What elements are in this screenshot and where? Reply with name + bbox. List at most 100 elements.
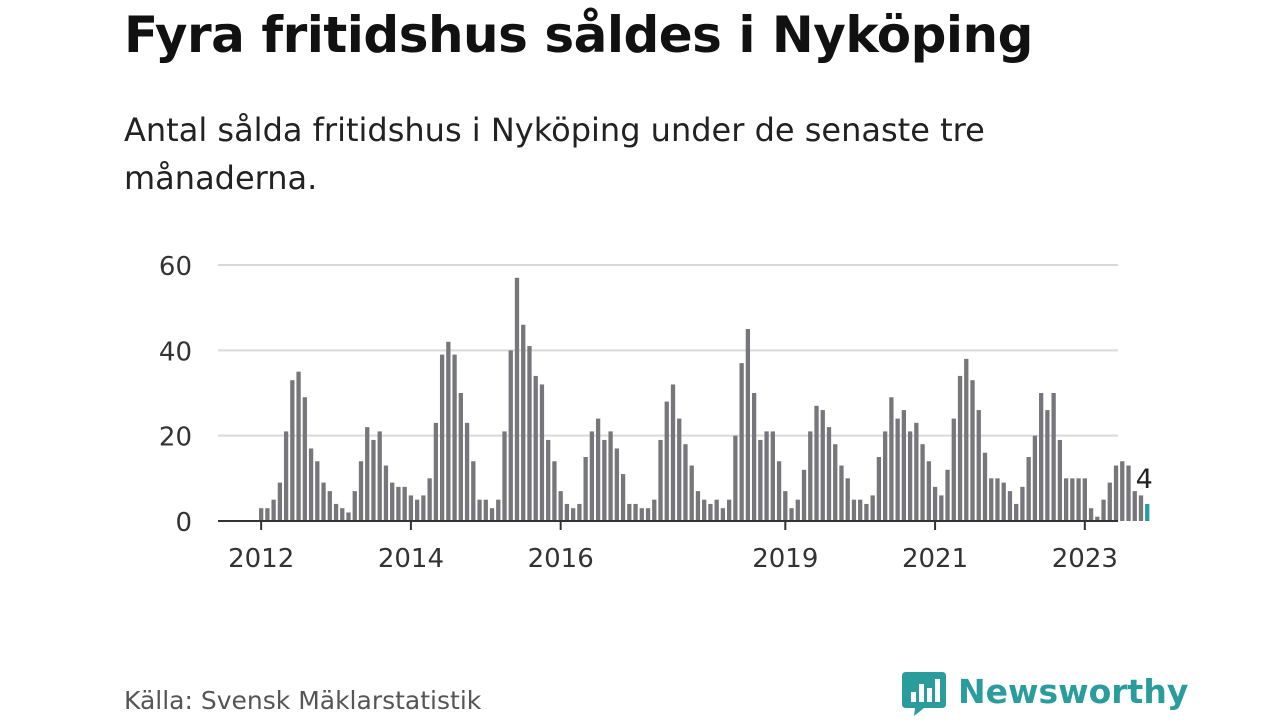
bar bbox=[521, 324, 526, 521]
x-tick-label: 2014 bbox=[378, 544, 444, 574]
bar bbox=[277, 482, 283, 521]
bar bbox=[290, 380, 295, 521]
bar bbox=[1051, 393, 1056, 521]
bar bbox=[620, 474, 626, 521]
bar bbox=[396, 486, 401, 521]
newsworthy-logo-text: Newsworthy bbox=[958, 672, 1189, 711]
bar bbox=[464, 422, 470, 521]
bar bbox=[452, 354, 457, 521]
bar bbox=[770, 431, 775, 521]
x-tick-label: 2012 bbox=[228, 544, 294, 574]
bar bbox=[926, 461, 931, 521]
bar bbox=[826, 427, 832, 521]
bar bbox=[552, 461, 557, 521]
bar bbox=[1076, 478, 1081, 521]
bar bbox=[602, 439, 607, 521]
bar bbox=[1095, 516, 1100, 521]
bar bbox=[1132, 491, 1137, 521]
bar bbox=[989, 478, 994, 521]
y-tick-label: 20 bbox=[159, 423, 192, 453]
bar bbox=[708, 503, 713, 521]
bar bbox=[302, 397, 307, 521]
bar bbox=[776, 461, 782, 521]
x-tick-label: 2023 bbox=[1052, 544, 1118, 574]
bar bbox=[733, 435, 738, 521]
newsworthy-logo[interactable]: Newsworthy bbox=[902, 670, 1188, 718]
bar bbox=[1026, 457, 1031, 521]
bar bbox=[727, 499, 732, 521]
bar bbox=[739, 363, 744, 521]
x-tick-label: 2021 bbox=[902, 544, 968, 574]
bar bbox=[1045, 410, 1050, 521]
bar bbox=[433, 422, 439, 521]
x-tick-label: 2016 bbox=[528, 544, 594, 574]
bar bbox=[1082, 478, 1087, 521]
bar bbox=[789, 508, 794, 521]
bar bbox=[714, 499, 719, 521]
bar bbox=[1039, 393, 1044, 521]
bar bbox=[577, 503, 582, 521]
bar bbox=[308, 448, 314, 521]
bar bbox=[614, 448, 619, 521]
bar bbox=[864, 503, 869, 521]
bar bbox=[702, 499, 707, 521]
bar bbox=[689, 465, 694, 521]
bar bbox=[458, 393, 463, 521]
data-label: 4 bbox=[1136, 464, 1153, 495]
bar bbox=[402, 486, 407, 521]
bar bbox=[1126, 465, 1131, 521]
bar bbox=[595, 418, 601, 521]
bar bbox=[265, 508, 270, 521]
bar bbox=[427, 478, 432, 521]
bar bbox=[695, 491, 701, 521]
bar bbox=[1032, 435, 1038, 521]
bar bbox=[271, 499, 276, 521]
y-tick-label: 40 bbox=[159, 337, 192, 367]
bar bbox=[814, 405, 819, 521]
y-tick-label: 60 bbox=[159, 252, 192, 282]
bar bbox=[439, 354, 445, 521]
bar bbox=[583, 457, 588, 521]
bar bbox=[377, 431, 382, 521]
bar bbox=[889, 397, 894, 521]
chart-subtitle: Antal sålda fritidshus i Nyköping under … bbox=[124, 111, 985, 197]
bar bbox=[608, 431, 613, 521]
bar bbox=[1001, 482, 1006, 521]
bar bbox=[546, 439, 551, 521]
bar bbox=[358, 461, 364, 521]
bar bbox=[1107, 482, 1112, 521]
bar bbox=[259, 508, 264, 521]
bar bbox=[783, 491, 788, 521]
bar bbox=[1088, 508, 1094, 521]
bar bbox=[820, 410, 825, 521]
bar bbox=[365, 427, 370, 521]
bar bbox=[589, 431, 595, 521]
bar bbox=[558, 491, 563, 521]
bar bbox=[489, 508, 495, 521]
bar bbox=[415, 499, 420, 521]
bar bbox=[1020, 486, 1025, 521]
bar bbox=[677, 418, 682, 521]
bar bbox=[801, 469, 807, 521]
bar bbox=[1070, 478, 1075, 521]
bar bbox=[858, 499, 863, 521]
bar bbox=[627, 503, 632, 521]
bar bbox=[408, 495, 414, 521]
bar bbox=[758, 439, 763, 521]
bar bbox=[870, 495, 875, 521]
bar bbox=[571, 508, 576, 521]
bar bbox=[421, 495, 426, 521]
bar bbox=[964, 358, 969, 521]
bar bbox=[639, 508, 644, 521]
bar bbox=[315, 461, 320, 521]
bar bbox=[1120, 461, 1125, 521]
bar bbox=[446, 341, 451, 521]
bar bbox=[514, 277, 520, 521]
bar bbox=[283, 431, 289, 521]
bar bbox=[645, 508, 651, 521]
bar bbox=[1063, 478, 1069, 521]
bar bbox=[383, 465, 389, 521]
bar bbox=[327, 491, 332, 521]
bar bbox=[932, 486, 938, 521]
bar bbox=[995, 478, 1000, 521]
